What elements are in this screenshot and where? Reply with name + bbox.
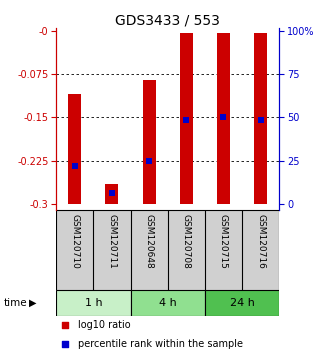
Text: GSM120715: GSM120715 — [219, 213, 228, 268]
Text: ▶: ▶ — [29, 298, 36, 308]
Bar — [254, 33, 267, 204]
Bar — [56, 290, 131, 316]
Text: 1 h: 1 h — [84, 298, 102, 308]
Text: percentile rank within the sample: percentile rank within the sample — [78, 339, 244, 349]
Point — [109, 190, 115, 196]
Bar — [131, 290, 205, 316]
Point — [63, 341, 68, 347]
Point — [63, 322, 68, 327]
Point — [258, 118, 263, 123]
Text: 4 h: 4 h — [159, 298, 177, 308]
Text: GSM120716: GSM120716 — [256, 213, 265, 268]
Bar — [105, 184, 118, 204]
Bar — [205, 290, 279, 316]
Title: GDS3433 / 553: GDS3433 / 553 — [115, 13, 220, 27]
Point — [221, 115, 226, 120]
Point — [72, 164, 77, 169]
Bar — [180, 33, 193, 204]
Bar — [68, 95, 81, 204]
Text: time: time — [3, 298, 27, 308]
Bar — [217, 33, 230, 204]
Point — [184, 118, 189, 123]
Text: GSM120711: GSM120711 — [108, 213, 117, 268]
Point — [147, 158, 152, 164]
Text: 24 h: 24 h — [230, 298, 255, 308]
Bar — [143, 80, 156, 204]
Text: GSM120708: GSM120708 — [182, 213, 191, 268]
Text: GSM120710: GSM120710 — [70, 213, 79, 268]
Text: GSM120648: GSM120648 — [145, 213, 154, 268]
Text: log10 ratio: log10 ratio — [78, 320, 131, 330]
